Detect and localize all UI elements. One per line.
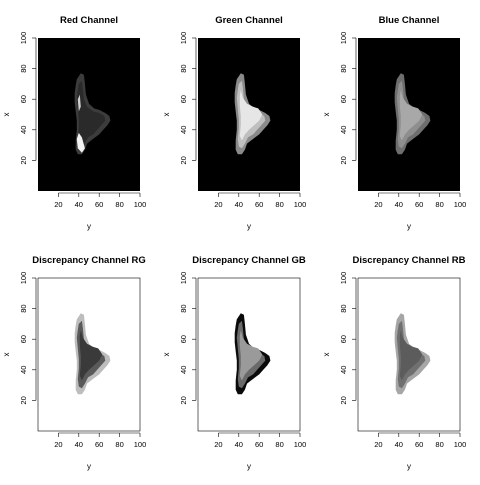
y-tick-label: 80 — [19, 304, 28, 312]
y-tick-label: 100 — [179, 32, 188, 45]
x-tick-label: 80 — [435, 440, 443, 449]
y-axis-label: x — [2, 113, 11, 117]
x-tick-label: 20 — [54, 440, 62, 449]
x-tick-label: 20 — [374, 440, 382, 449]
y-tick-label: 20 — [179, 396, 188, 404]
chart-title: Discrepancy Channel GB — [192, 255, 306, 266]
y-tick-label: 40 — [19, 126, 28, 134]
x-tick-label: 80 — [275, 440, 283, 449]
y-tick-label: 20 — [19, 396, 28, 404]
x-tick-label: 100 — [134, 440, 147, 449]
y-tick-label: 60 — [19, 335, 28, 343]
x-tick-label: 60 — [95, 440, 103, 449]
heatmap-region — [76, 80, 106, 149]
x-tick-label: 40 — [235, 440, 243, 449]
y-axis-label: x — [2, 353, 11, 357]
panel-2: Blue Channel 20 40 60 80 100 y 20 40 60 80 100 x — [322, 15, 466, 231]
y-tick-label: 80 — [179, 64, 188, 72]
y-tick-label: 100 — [339, 32, 348, 45]
plot-frame — [37, 277, 141, 432]
x-tick-label: 100 — [294, 440, 307, 449]
y-tick-label: 20 — [19, 156, 28, 164]
y-tick-label: 20 — [179, 156, 188, 164]
x-tick-label: 60 — [415, 440, 423, 449]
y-tick-label: 80 — [339, 64, 348, 72]
x-tick-label: 80 — [115, 200, 123, 209]
panel-3: Discrepancy Channel RG 20 40 60 80 100 y 20 40 60… — [2, 255, 146, 471]
x-tick-label: 80 — [115, 440, 123, 449]
x-tick-label: 100 — [454, 440, 467, 449]
x-axis-label: y — [87, 462, 91, 471]
y-tick-label: 20 — [339, 396, 348, 404]
y-tick-label: 60 — [339, 335, 348, 343]
chart-title: Green Channel — [215, 15, 283, 26]
chart-title: Blue Channel — [379, 15, 440, 26]
x-tick-label: 60 — [255, 200, 263, 209]
y-axis-label: x — [322, 353, 331, 357]
x-tick-label: 60 — [255, 440, 263, 449]
y-tick-label: 40 — [339, 366, 348, 374]
chart-title: Red Channel — [60, 15, 118, 26]
panel-1: Green Channel 20 40 60 80 100 y 20 40 60 80 100 x — [162, 15, 306, 231]
x-tick-label: 20 — [54, 200, 62, 209]
x-axis-label: y — [247, 222, 251, 231]
y-tick-label: 60 — [19, 95, 28, 103]
x-tick-label: 100 — [134, 200, 147, 209]
y-tick-label: 40 — [19, 366, 28, 374]
x-axis-label: y — [407, 222, 411, 231]
heatmap-region — [239, 330, 263, 381]
y-tick-label: 40 — [339, 126, 348, 134]
chart-title: Discrepancy Channel RB — [353, 255, 466, 266]
heatmap-region — [79, 330, 103, 381]
panel-4: Discrepancy Channel GB 20 40 60 80 100 y 20 40 60… — [162, 255, 306, 471]
y-tick-label: 40 — [179, 366, 188, 374]
x-tick-label: 80 — [435, 200, 443, 209]
x-tick-label: 40 — [75, 200, 83, 209]
x-tick-label: 20 — [214, 440, 222, 449]
y-axis-label: x — [162, 353, 171, 357]
y-tick-label: 100 — [339, 272, 348, 285]
panel-5: Discrepancy Channel RB 20 40 60 80 100 y 20 40 60… — [322, 255, 466, 471]
x-tick-label: 100 — [454, 200, 467, 209]
y-tick-label: 80 — [179, 304, 188, 312]
panel-0: Red Channel 20 40 60 80 100 y 20 40 60 80 100 x — [2, 15, 146, 231]
heatmap-region — [77, 94, 81, 112]
y-tick-label: 80 — [19, 64, 28, 72]
y-axis-label: x — [162, 113, 171, 117]
x-tick-label: 20 — [214, 200, 222, 209]
x-tick-label: 80 — [275, 200, 283, 209]
y-tick-label: 100 — [19, 32, 28, 45]
x-axis-label: y — [247, 462, 251, 471]
x-tick-label: 20 — [374, 200, 382, 209]
x-tick-label: 60 — [415, 200, 423, 209]
y-tick-label: 60 — [179, 335, 188, 343]
y-tick-label: 60 — [179, 95, 188, 103]
x-axis-label: y — [87, 222, 91, 231]
heatmap-region — [239, 90, 263, 141]
x-tick-label: 40 — [395, 440, 403, 449]
heatmap-region — [399, 90, 423, 141]
plot-frame — [357, 277, 461, 432]
y-tick-label: 80 — [339, 304, 348, 312]
y-axis-label: x — [322, 113, 331, 117]
x-tick-label: 40 — [75, 440, 83, 449]
plot-frame — [197, 277, 301, 432]
heatmap-region — [399, 330, 423, 381]
x-tick-label: 100 — [294, 200, 307, 209]
y-tick-label: 100 — [19, 272, 28, 285]
y-tick-label: 100 — [179, 272, 188, 285]
y-tick-label: 20 — [339, 156, 348, 164]
x-axis-label: y — [407, 462, 411, 471]
y-tick-label: 60 — [339, 95, 348, 103]
x-tick-label: 60 — [95, 200, 103, 209]
x-tick-label: 40 — [395, 200, 403, 209]
y-tick-label: 40 — [179, 126, 188, 134]
chart-title: Discrepancy Channel RG — [32, 255, 146, 266]
heatmap-region — [76, 132, 85, 153]
x-tick-label: 40 — [235, 200, 243, 209]
